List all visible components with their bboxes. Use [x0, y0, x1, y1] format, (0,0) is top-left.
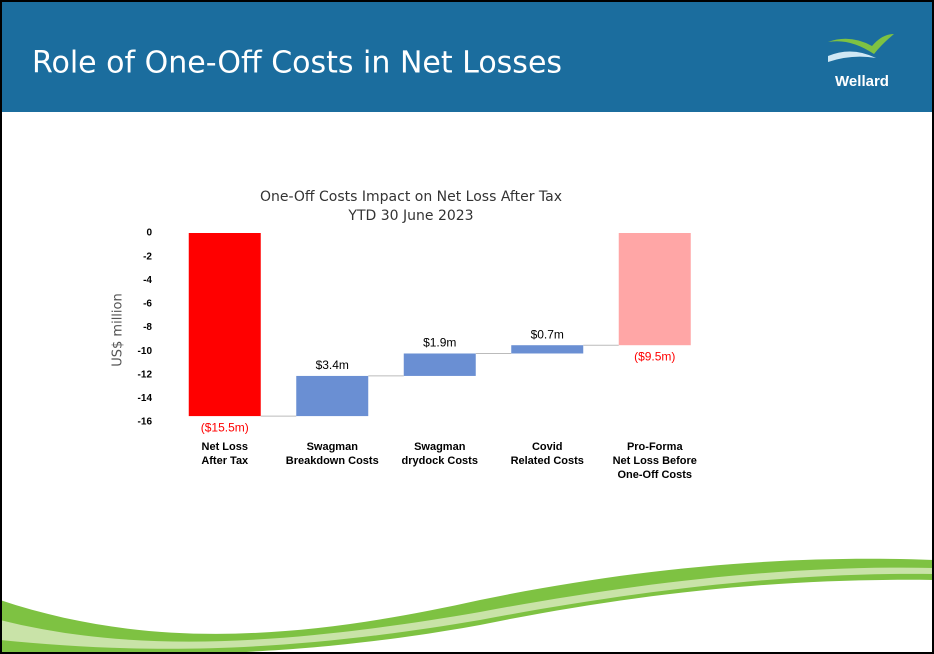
logo-text: Wellard	[835, 73, 889, 90]
value-label: $0.7m	[531, 327, 564, 341]
bar	[296, 376, 368, 416]
y-tick-label: 0	[146, 228, 152, 239]
x-tick-label: Swagman Breakdown Costs	[272, 440, 392, 468]
value-label: ($15.5m)	[201, 420, 249, 434]
value-label: ($9.5m)	[634, 349, 675, 363]
value-label: $1.9m	[423, 336, 456, 350]
bar	[404, 353, 476, 375]
y-tick-label: -8	[143, 322, 152, 333]
bar	[619, 233, 691, 345]
slide: Role of One-Off Costs in Net Losses Well…	[0, 0, 934, 654]
chart-title: One-Off Costs Impact on Net Loss After T…	[260, 189, 562, 205]
bar	[511, 345, 583, 353]
y-axis-label: US$ million	[111, 293, 126, 366]
y-tick-label: -10	[138, 346, 153, 357]
y-tick-label: -16	[138, 417, 153, 428]
slide-title: Role of One-Off Costs in Net Losses	[32, 46, 562, 81]
x-tick-label: Net Loss After Tax	[165, 440, 285, 468]
x-tick-label: Covid Related Costs	[487, 440, 607, 468]
bar	[189, 233, 261, 416]
y-tick-label: -12	[138, 369, 153, 380]
y-tick-label: -2	[143, 251, 152, 262]
chart-subtitle: YTD 30 June 2023	[347, 208, 473, 224]
x-tick-label: Swagman drydock Costs	[380, 440, 500, 468]
y-tick-label: -14	[138, 393, 153, 404]
y-tick-label: -6	[143, 299, 152, 310]
value-label: $3.4m	[316, 358, 349, 372]
x-tick-label: Pro-Forma Net Loss Before One-Off Costs	[595, 440, 715, 482]
y-tick-label: -4	[143, 275, 152, 286]
chart: Role of One-Off Costs in Net Losses Well…	[0, 0, 934, 654]
